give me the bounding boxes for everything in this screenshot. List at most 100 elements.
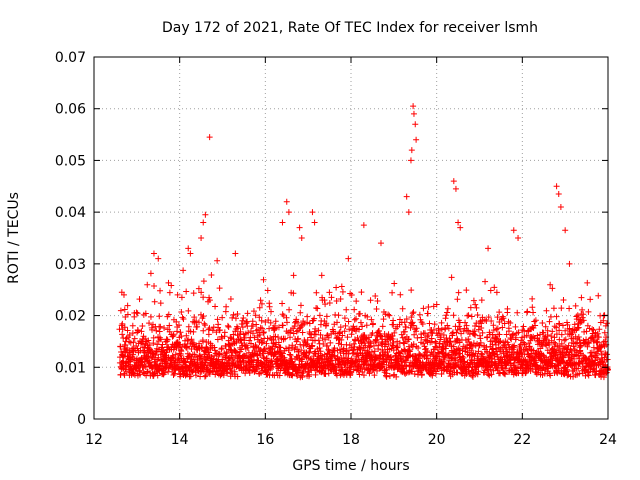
data-point — [322, 371, 329, 378]
data-point — [584, 369, 591, 376]
data-point — [547, 313, 554, 320]
data-point — [202, 211, 209, 218]
data-point — [234, 311, 241, 318]
data-point — [239, 324, 246, 331]
data-point — [291, 363, 298, 370]
data-point — [419, 320, 426, 327]
data-point — [555, 365, 562, 372]
data-point — [558, 305, 565, 312]
data-point — [374, 297, 381, 304]
data-point — [564, 366, 571, 373]
data-point — [351, 316, 358, 323]
data-point — [258, 317, 265, 324]
y-tick-label: 0.05 — [55, 153, 86, 169]
data-point — [202, 322, 209, 329]
data-point — [353, 315, 360, 322]
data-point — [191, 314, 198, 321]
data-point — [527, 346, 534, 353]
data-point — [370, 320, 377, 327]
data-point — [213, 368, 220, 375]
data-point — [244, 310, 251, 317]
data-point — [443, 312, 450, 319]
data-point — [282, 335, 289, 342]
data-point — [338, 283, 345, 290]
data-point — [200, 313, 207, 320]
data-point — [464, 312, 471, 319]
data-point — [198, 344, 205, 351]
data-point — [493, 335, 500, 342]
x-tick-label: 18 — [342, 432, 360, 448]
data-point — [331, 352, 338, 359]
data-point — [566, 305, 573, 312]
data-point — [347, 369, 354, 376]
data-point — [305, 349, 312, 356]
data-point — [190, 290, 197, 297]
data-point — [173, 318, 180, 325]
data-point — [430, 367, 437, 374]
data-point — [216, 351, 223, 358]
data-point — [585, 308, 592, 315]
data-point — [452, 185, 459, 192]
data-point — [294, 368, 301, 375]
data-point — [401, 328, 408, 335]
data-point — [147, 313, 154, 320]
data-point — [149, 326, 156, 333]
data-point — [422, 330, 429, 337]
data-point — [165, 311, 172, 318]
data-point — [496, 338, 503, 345]
data-point — [348, 331, 355, 338]
data-point — [279, 219, 286, 226]
data-point — [472, 301, 479, 308]
data-point — [576, 337, 583, 344]
data-point — [383, 370, 390, 377]
data-point — [141, 362, 148, 369]
data-point — [385, 341, 392, 348]
data-point — [288, 371, 295, 378]
data-point — [195, 285, 202, 292]
data-point — [190, 328, 197, 335]
data-point — [169, 352, 176, 359]
data-point — [168, 282, 175, 289]
data-point — [182, 358, 189, 365]
data-point — [312, 325, 319, 332]
data-point — [549, 285, 556, 292]
data-point — [194, 356, 201, 363]
data-point — [177, 329, 184, 336]
data-point — [546, 318, 553, 325]
data-point — [433, 339, 440, 346]
data-point — [467, 304, 474, 311]
data-point — [234, 325, 241, 332]
data-point — [260, 329, 267, 336]
data-point — [257, 324, 264, 331]
data-point — [545, 368, 552, 375]
data-point — [214, 316, 221, 323]
data-point — [317, 352, 324, 359]
data-point — [549, 357, 556, 364]
data-point — [457, 224, 464, 231]
data-point — [306, 320, 313, 327]
data-point — [271, 351, 278, 358]
data-point — [172, 351, 179, 358]
data-point — [198, 358, 205, 365]
data-point — [473, 304, 480, 311]
data-point — [472, 332, 479, 339]
chart-title: Day 172 of 2021, Rate Of TEC Index for r… — [162, 20, 538, 36]
data-point — [433, 301, 440, 308]
data-point — [342, 322, 349, 329]
data-point — [551, 334, 558, 341]
data-point — [178, 309, 185, 316]
data-point — [259, 325, 266, 332]
data-point — [350, 323, 357, 330]
data-point — [426, 320, 433, 327]
data-point — [388, 357, 395, 364]
data-point — [360, 372, 367, 379]
data-point — [447, 367, 454, 374]
data-point — [501, 320, 508, 327]
data-point — [215, 321, 222, 328]
data-point — [597, 344, 604, 351]
data-point — [187, 250, 194, 257]
data-point — [133, 309, 140, 316]
data-point — [583, 328, 590, 335]
data-point — [290, 272, 297, 279]
data-point — [295, 335, 302, 342]
